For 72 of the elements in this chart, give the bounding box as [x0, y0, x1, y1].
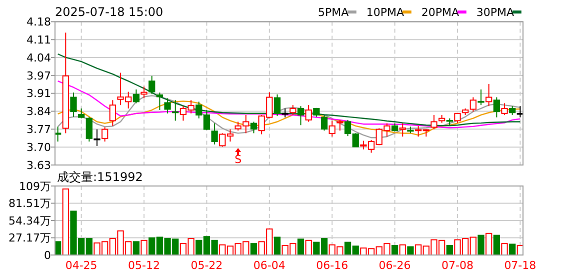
candlestick [102, 126, 108, 142]
legend-label: 10PMA [366, 6, 405, 19]
y-tick-label: 0 [44, 248, 51, 262]
candlestick [320, 114, 328, 132]
legend-label: 5PMA [318, 6, 350, 19]
legend-label: 30PMA [476, 6, 515, 19]
candlestick [493, 96, 500, 118]
bar [509, 244, 516, 256]
x-tick-label: 06-04 [253, 259, 286, 272]
x-tick-label: 07-18 [504, 259, 536, 272]
candlestick [250, 121, 258, 134]
candlestick [78, 108, 85, 119]
x-tick-label: 07-08 [442, 259, 474, 272]
y-tick-label: 54.34万 [8, 214, 51, 228]
candlestick [86, 116, 92, 142]
candlestick [94, 128, 100, 146]
x-tick-label: 05-22 [190, 259, 223, 272]
line-series [57, 53, 521, 126]
bar [140, 240, 148, 256]
chart-title: 成交量:151992 [57, 170, 143, 184]
y-tick-label: 109万 [19, 180, 51, 193]
candlestick [290, 104, 296, 116]
candlestick [430, 114, 438, 130]
candlestick [399, 122, 406, 138]
bar [478, 234, 484, 256]
bar [407, 246, 414, 256]
y-tick-label: 3.91 [26, 87, 51, 100]
candlestick [211, 122, 218, 145]
candlestick [501, 102, 508, 116]
bar [501, 243, 508, 256]
y-tick-label: 3.63 [26, 158, 51, 172]
y-tick-label: 27.17万 [8, 232, 51, 245]
candlestick [140, 86, 148, 99]
y-tick-label: 4.11 [26, 33, 51, 46]
candlestick [297, 106, 304, 126]
bar [132, 241, 140, 256]
candlestick [70, 92, 77, 118]
candlestick [470, 96, 476, 112]
candlestick [305, 104, 312, 122]
bar [62, 188, 69, 256]
bar [486, 232, 492, 256]
y-tick-label: 3.97 [26, 69, 51, 82]
y-tick-label: 3.70 [26, 140, 51, 154]
y-tick-label: 3.77 [26, 123, 51, 136]
candlestick [156, 92, 164, 111]
candlestick [109, 100, 116, 126]
candlestick [336, 119, 344, 132]
x-tick-label: 04-25 [65, 259, 98, 272]
bar [305, 240, 312, 256]
candlestick [454, 112, 461, 124]
candlestick [164, 98, 171, 114]
y-tick-label: 4.04 [26, 51, 51, 64]
bar [493, 234, 500, 256]
line-series [57, 95, 521, 138]
bar [250, 243, 258, 256]
candlestick [132, 88, 140, 104]
bar [297, 238, 304, 256]
y-tick-label: 3.84 [26, 105, 51, 118]
bar [274, 236, 281, 256]
x-tick-label: 06-16 [316, 259, 348, 272]
legend-label: 20PMA [421, 6, 460, 19]
candlestick [274, 94, 281, 117]
y-tick-label: 81.51万 [8, 197, 51, 210]
x-tick-label: 06-26 [378, 259, 411, 272]
x-tick-label: 05-12 [128, 259, 160, 272]
candlestick [148, 75, 156, 95]
chart-title: 2025-07-18 15:00 [55, 5, 164, 20]
y-tick-label: 4.18 [26, 16, 51, 29]
candlestick [486, 83, 492, 107]
candlestick [478, 88, 484, 106]
annotation: S [234, 153, 242, 166]
candlestick [328, 120, 336, 138]
